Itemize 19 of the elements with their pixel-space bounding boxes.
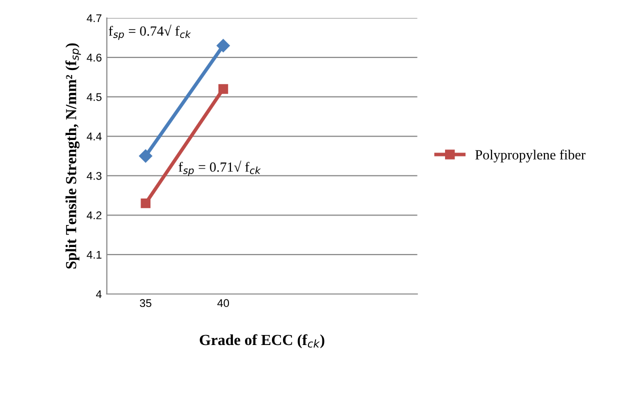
y-tick-label: 4.2: [86, 211, 102, 220]
y-tick-label: 4: [96, 290, 102, 298]
point: [139, 149, 152, 163]
x-tick-label: 40: [217, 299, 229, 308]
annotation: f$_{sp}$ = 0.71√ f$_{ck}$: [178, 160, 261, 176]
y-tick-label: 4.4: [86, 132, 102, 140]
point: [218, 84, 228, 94]
x-axis-title: Grade of ECC (f$_{ck}$): [200, 334, 324, 348]
y-axis-title: Split Tensile Strength, N/mm² (f$_{sp}$): [65, 43, 81, 269]
legend-label: Polypropylene fiber: [475, 150, 586, 162]
annotation: f$_{sp}$ = 0.74√ f$_{ck}$: [108, 24, 191, 40]
point: [140, 198, 150, 208]
x-tick-label: 35: [140, 299, 152, 308]
y-tick-label: 4.5: [86, 93, 102, 101]
point: [216, 39, 230, 52]
y-tick-label: 4.1: [86, 250, 102, 259]
y-tick-label: 4.6: [86, 54, 102, 62]
y-tick-label: 4.3: [86, 172, 102, 180]
y-tick-label: 4.7: [86, 14, 102, 22]
